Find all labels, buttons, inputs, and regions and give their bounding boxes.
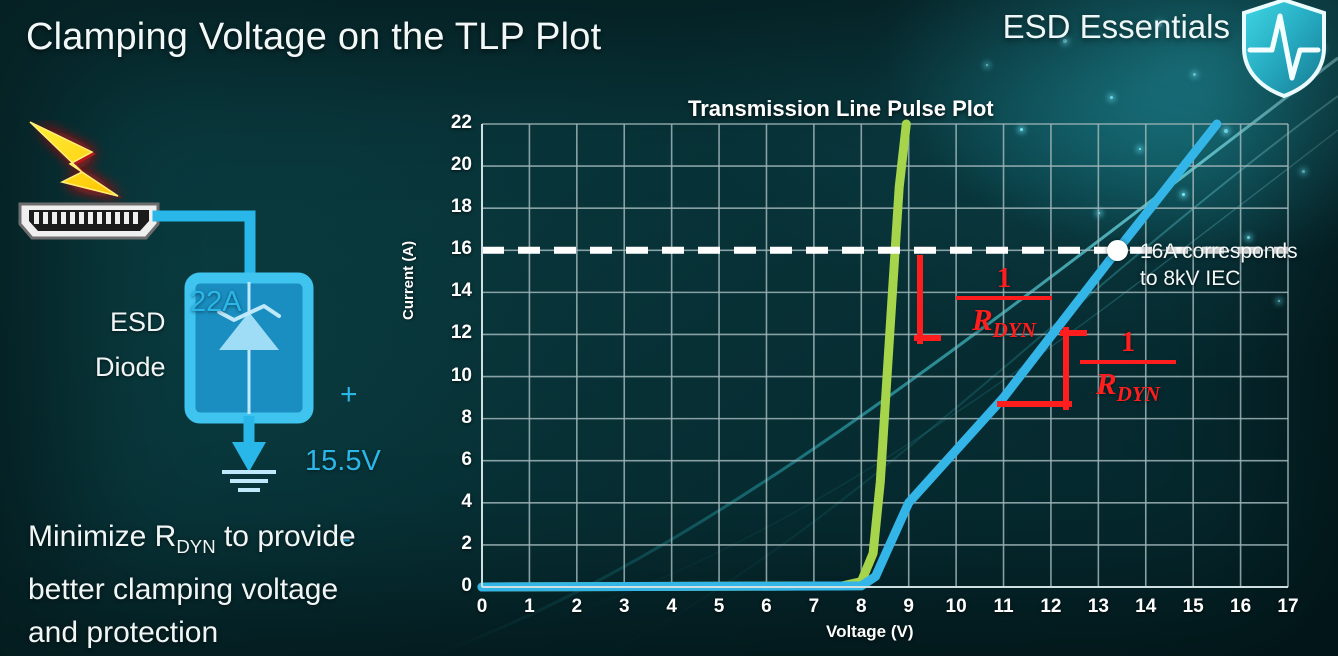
lightning-bolt-core-icon: [29, 121, 119, 197]
voltage-label: 15.5V: [305, 445, 381, 477]
takeaway-line1-b: to provide: [215, 520, 356, 553]
slope-left-numerator: 1: [996, 262, 1012, 294]
y-tick-label: 2: [461, 532, 472, 554]
shield-pulse-icon: [1242, 0, 1326, 99]
y-tick-label: 4: [461, 490, 472, 512]
takeaway-line1-a: Minimize R: [28, 520, 177, 553]
hdmi-connector-icon: [18, 202, 160, 240]
y-tick-label: 22: [450, 112, 472, 133]
slope-right-fraction-bar: [1080, 360, 1176, 364]
callout-line1: 16A corresponds: [1140, 240, 1298, 263]
slope-bracket-right: [997, 327, 1087, 410]
polarity-plus-label: +: [340, 378, 358, 411]
ground-symbol-icon: [222, 416, 276, 492]
slope-bracket-left: [914, 255, 941, 344]
x-tick-label: 0: [476, 596, 488, 617]
y-tick-label: 16: [450, 238, 472, 260]
takeaway-line2: better clamping voltage: [28, 573, 339, 606]
x-tick-label: 14: [1135, 596, 1157, 617]
callout-16a: 16A corresponds to 8kV IEC: [1140, 238, 1338, 292]
slope-annotation-left: 1 RDYN: [956, 262, 1052, 343]
takeaway-text: Minimize RDYN to provide better clamping…: [28, 515, 448, 654]
x-tick-label: 6: [761, 596, 772, 617]
brand-label: ESD Essentials: [1002, 8, 1230, 45]
device-label-line2: Diode: [95, 352, 166, 382]
slope-left-fraction-bar: [956, 296, 1052, 300]
x-tick-label: 12: [1040, 596, 1062, 617]
x-tick-label: 11: [993, 596, 1014, 617]
x-tick-label: 7: [808, 596, 820, 617]
y-tick-label: 8: [461, 406, 472, 428]
x-tick-label: 16: [1230, 596, 1252, 617]
x-tick-label: 1: [524, 596, 535, 617]
y-tick-label: 10: [450, 364, 472, 386]
circuit-wire: [152, 210, 256, 286]
y-tick-label: 12: [450, 322, 472, 344]
x-axis-title: Voltage (V): [826, 622, 914, 641]
polarity-minus-label: -: [341, 522, 351, 555]
slope-left-denominator: RDYN: [971, 302, 1036, 343]
x-tick-label: 8: [855, 596, 867, 617]
x-tick-label: 9: [903, 596, 914, 617]
slope-right-denominator: RDYN: [1095, 366, 1160, 407]
x-tick-label: 13: [1087, 596, 1109, 617]
chart-title: Transmission Line Pulse Plot: [688, 96, 994, 121]
takeaway-line1-sub: DYN: [176, 536, 216, 557]
y-tick-label: 6: [461, 448, 472, 470]
x-tick-label: 17: [1277, 596, 1299, 617]
series-line-1: [477, 119, 1222, 592]
series-line-0: [477, 119, 911, 592]
current-label: 22A: [190, 286, 242, 318]
callout-line2: to 8kV IEC: [1140, 267, 1241, 290]
x-tick-label: 2: [571, 596, 583, 617]
slope-right-numerator: 1: [1120, 326, 1136, 358]
x-tick-label: 3: [618, 596, 630, 617]
x-tick-label: 15: [1182, 596, 1204, 617]
takeaway-line3: and protection: [28, 616, 219, 649]
y-tick-label: 14: [450, 280, 472, 302]
page-title: Clamping Voltage on the TLP Plot: [26, 16, 602, 58]
x-tick-label: 10: [945, 596, 967, 617]
slope-annotation-right: 1 RDYN: [1080, 326, 1176, 407]
x-tick-label: 4: [666, 596, 677, 617]
x-tick-label: 5: [713, 596, 725, 617]
y-tick-label: 20: [450, 154, 472, 176]
y-tick-label: 0: [461, 575, 472, 596]
device-label-line1: ESD: [110, 307, 166, 337]
operating-point-marker: [1106, 239, 1128, 261]
esd-circuit-diagram: 22A 15.5V + - ESD Diode: [0, 120, 420, 555]
y-tick-label: 18: [450, 196, 472, 218]
